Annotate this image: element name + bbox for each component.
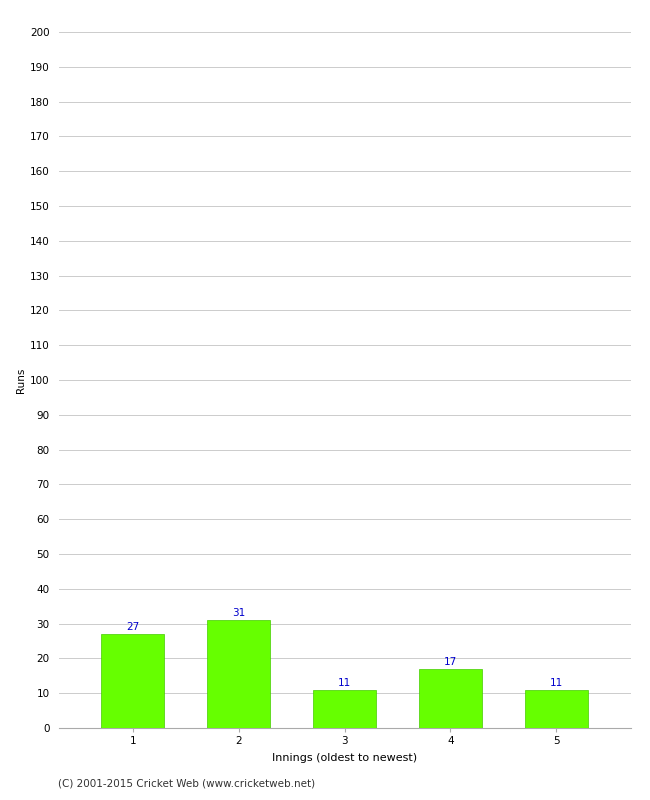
Bar bbox=[313, 690, 376, 728]
Text: 27: 27 bbox=[126, 622, 139, 632]
Text: (C) 2001-2015 Cricket Web (www.cricketweb.net): (C) 2001-2015 Cricket Web (www.cricketwe… bbox=[58, 778, 316, 788]
Bar bbox=[419, 669, 482, 728]
Y-axis label: Runs: Runs bbox=[16, 367, 25, 393]
Bar bbox=[101, 634, 164, 728]
Text: 31: 31 bbox=[232, 608, 245, 618]
Text: 11: 11 bbox=[550, 678, 563, 688]
Text: 17: 17 bbox=[444, 657, 457, 667]
X-axis label: Innings (oldest to newest): Innings (oldest to newest) bbox=[272, 754, 417, 763]
Bar bbox=[207, 620, 270, 728]
Text: 11: 11 bbox=[338, 678, 351, 688]
Bar bbox=[525, 690, 588, 728]
